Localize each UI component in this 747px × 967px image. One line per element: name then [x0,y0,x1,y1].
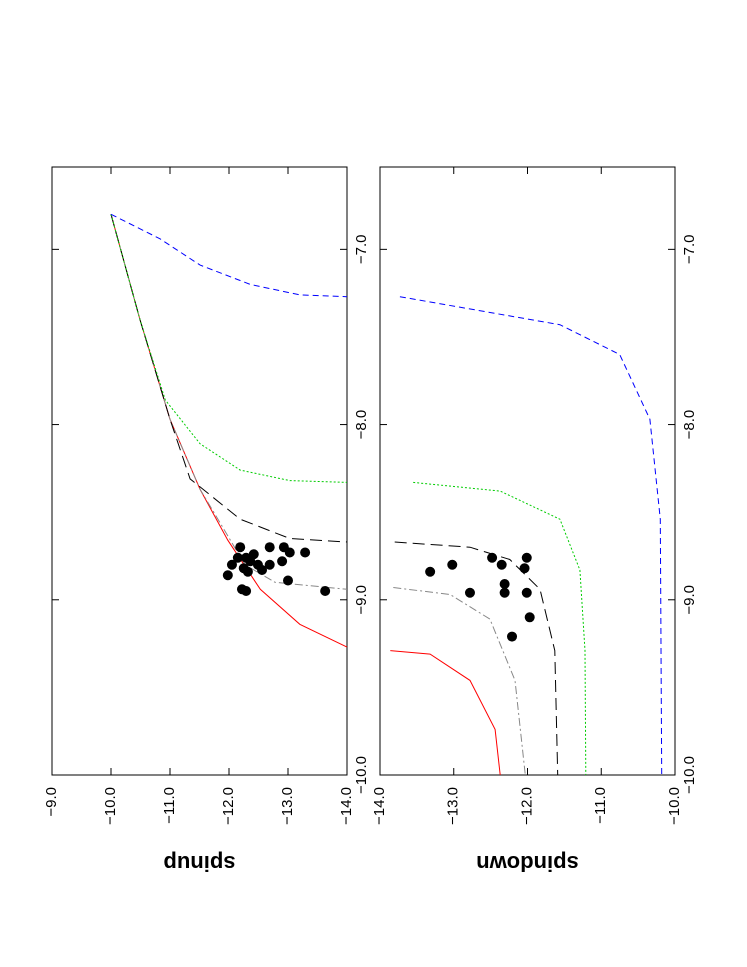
curve [399,296,663,776]
data-point [487,552,498,563]
data-point [507,631,518,642]
data-point [284,547,295,558]
x-tick-label: −7.0 [353,235,370,265]
curve [110,214,348,648]
y-tick-label: −10.0 [666,787,683,825]
y-tick-label: −13.0 [445,787,462,825]
curve [110,214,348,590]
x-tick-label: −7.0 [681,235,698,265]
axis-title: spinup [163,851,235,876]
data-point [499,579,510,590]
data-point [521,587,532,598]
data-point [264,542,275,553]
data-point [232,552,243,563]
data-point [499,587,510,598]
y-tick-label: −13.0 [279,787,296,825]
data-point [300,547,311,558]
data-point [241,586,252,597]
x-tick-label: −9.0 [353,585,370,615]
curve [110,214,348,543]
curve [394,541,559,776]
data-point [235,542,246,553]
y-tick-label: −14.0 [338,787,355,825]
data-point [264,559,275,570]
data-point [425,566,436,577]
data-point [519,563,530,574]
data-point [464,587,475,598]
y-tick-label: −11.0 [161,787,178,824]
plot-frame [379,166,676,776]
x-tick-label: −10.0 [353,756,370,794]
curve [393,587,526,776]
data-point [257,564,268,575]
axis-title: spindown [476,851,579,876]
y-tick-label: −12.0 [518,787,535,825]
data-point [320,586,331,597]
curve [110,213,348,298]
x-tick-label: −9.0 [681,585,698,615]
data-point [245,556,256,567]
data-point [238,563,249,574]
x-tick-label: −8.0 [353,410,370,440]
curve [390,650,501,776]
y-tick-label: −12.0 [220,787,237,825]
data-point [222,570,233,581]
y-tick-label: −11.0 [592,787,609,824]
curve [110,214,348,483]
data-point [524,612,535,623]
y-tick-label: −10.0 [102,787,119,825]
plot-frame [51,166,348,776]
data-point [521,552,532,563]
data-point [283,575,293,586]
y-tick-label: −9.0 [43,787,60,817]
curve [413,481,587,776]
data-point [226,559,237,570]
y-tick-label: −14.0 [371,787,388,825]
x-tick-label: −10.0 [681,756,698,794]
data-point [277,556,288,567]
data-point [496,559,507,570]
x-tick-label: −8.0 [681,410,698,440]
data-point [447,559,458,570]
